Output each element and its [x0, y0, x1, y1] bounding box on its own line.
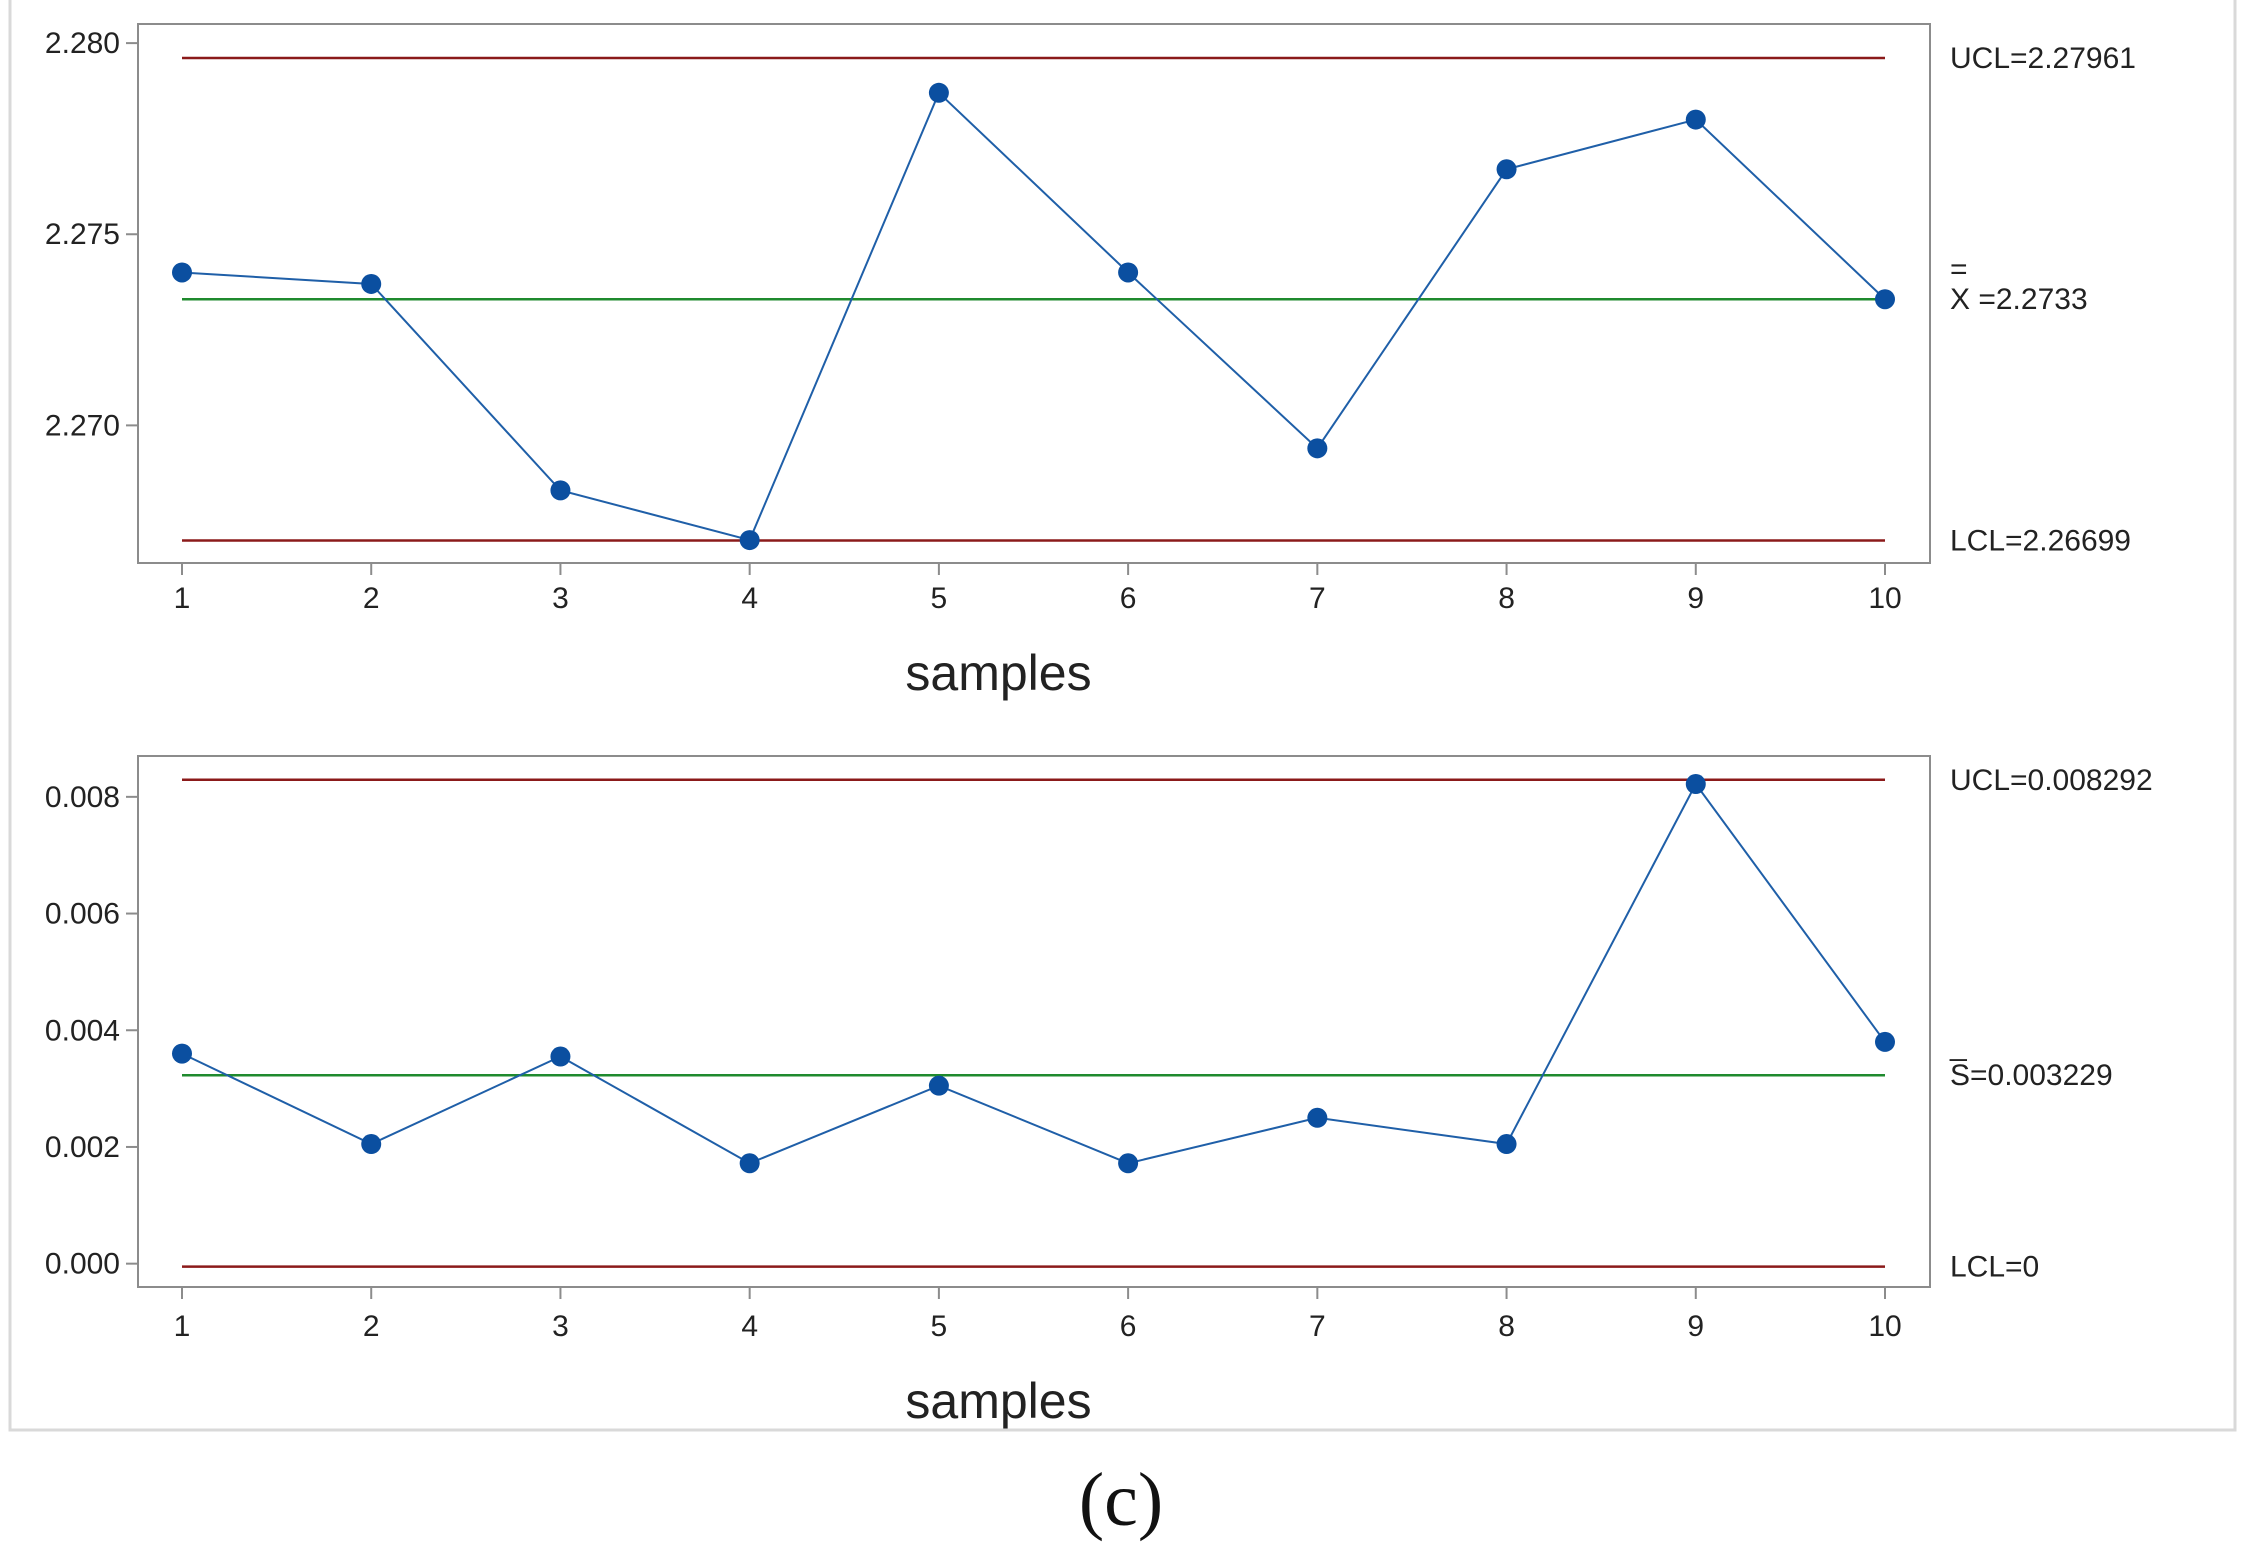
xbar-chart: 2.270 2.275 2.280 1 2 3 4 5 6 7 8 9 10 samples UCL=2.2…	[45, 23, 2136, 701]
s-y-tick-label: 0.008	[45, 781, 120, 814]
xbar-y-tick-label: 2.275	[45, 218, 120, 251]
s-control-limit-label: UCL=0.008292	[1950, 764, 2153, 797]
s-y-tick-label: 0.006	[45, 898, 120, 931]
s-x-tick-label: 6	[1120, 1310, 1137, 1343]
xbar-x-tick-label: 5	[931, 582, 948, 615]
s-chart: 0.000 0.002 0.004 0.006 0.008 1 2 3 4 5 6 7 8 9 10 samp…	[45, 755, 2153, 1429]
s-x-tick-label: 8	[1498, 1310, 1515, 1343]
s-data-point	[550, 1046, 571, 1067]
xbar-x-tick-label: 2	[363, 582, 380, 615]
figure-frame	[8, 0, 2237, 1432]
s-x-tick-label: 4	[741, 1310, 758, 1343]
xbar-center-line-bar-mark: =	[1950, 253, 1968, 286]
xbar-data-point	[550, 480, 571, 501]
s-center-line-bar-mark: _	[1949, 1029, 1968, 1062]
xbar-x-tick-label: 7	[1309, 582, 1326, 615]
xbar-data-point	[1496, 159, 1517, 180]
s-control-limit-label: LCL=0	[1950, 1251, 2039, 1284]
s-x-tick-label: 7	[1309, 1310, 1326, 1343]
s-data-point	[1875, 1031, 1895, 1052]
s-data-point	[1307, 1107, 1328, 1128]
panel-letter: (c)	[1079, 1458, 1163, 1542]
s-data-point	[928, 1075, 949, 1096]
xbar-y-tick-label: 2.270	[45, 409, 120, 442]
s-x-tick-label: 2	[363, 1310, 380, 1343]
s-plot-frame	[137, 755, 1931, 1288]
xbar-data-point	[1118, 262, 1139, 283]
xbar-x-tick-label: 6	[1120, 582, 1137, 615]
s-x-axis-title: samples	[905, 1373, 1091, 1429]
xbar-data-point	[1875, 289, 1895, 310]
s-data-point	[1496, 1134, 1517, 1155]
xbar-data-point	[739, 530, 760, 551]
xbar-x-tick-label: 8	[1498, 582, 1515, 615]
xbar-control-limit-label: UCL=2.27961	[1950, 42, 2136, 75]
s-series-line	[181, 782, 1886, 1165]
xbar-data-point	[1685, 109, 1706, 130]
s-y-tick-label: 0.004	[45, 1014, 120, 1047]
xbar-x-tick-label: 4	[741, 582, 758, 615]
s-data-point	[172, 1043, 192, 1064]
xbar-center-line-label: X =2.2733	[1950, 283, 2088, 316]
s-x-tick-label: 5	[931, 1310, 948, 1343]
s-data-point	[1685, 774, 1706, 795]
s-data-point	[1118, 1153, 1139, 1174]
s-center-line-label: S=0.003229	[1950, 1059, 2113, 1092]
xbar-series-line	[181, 91, 1886, 542]
s-y-tick-label: 0.002	[45, 1131, 120, 1164]
xbar-x-tick-label: 10	[1868, 582, 1901, 615]
xbar-data-point	[1307, 438, 1328, 459]
s-x-tick-label: 10	[1868, 1310, 1901, 1343]
s-x-tick-label: 9	[1687, 1310, 1704, 1343]
s-x-tick-label: 3	[552, 1310, 569, 1343]
xbar-plot-frame	[137, 23, 1931, 564]
s-data-point	[739, 1153, 760, 1174]
xbar-data-point	[928, 82, 949, 103]
s-x-tick-label: 1	[174, 1310, 191, 1343]
s-data-point	[361, 1134, 382, 1155]
s-y-tick-label: 0.000	[45, 1248, 120, 1281]
xbar-x-axis-title: samples	[905, 645, 1091, 701]
xbar-x-tick-label: 1	[174, 582, 191, 615]
xbar-data-point	[172, 262, 192, 283]
xbar-x-tick-label: 3	[552, 582, 569, 615]
xbar-data-point	[361, 273, 382, 294]
xbar-y-tick-label: 2.280	[45, 27, 120, 60]
xbar-control-limit-label: LCL=2.26699	[1950, 524, 2131, 557]
xbar-x-tick-label: 9	[1687, 582, 1704, 615]
